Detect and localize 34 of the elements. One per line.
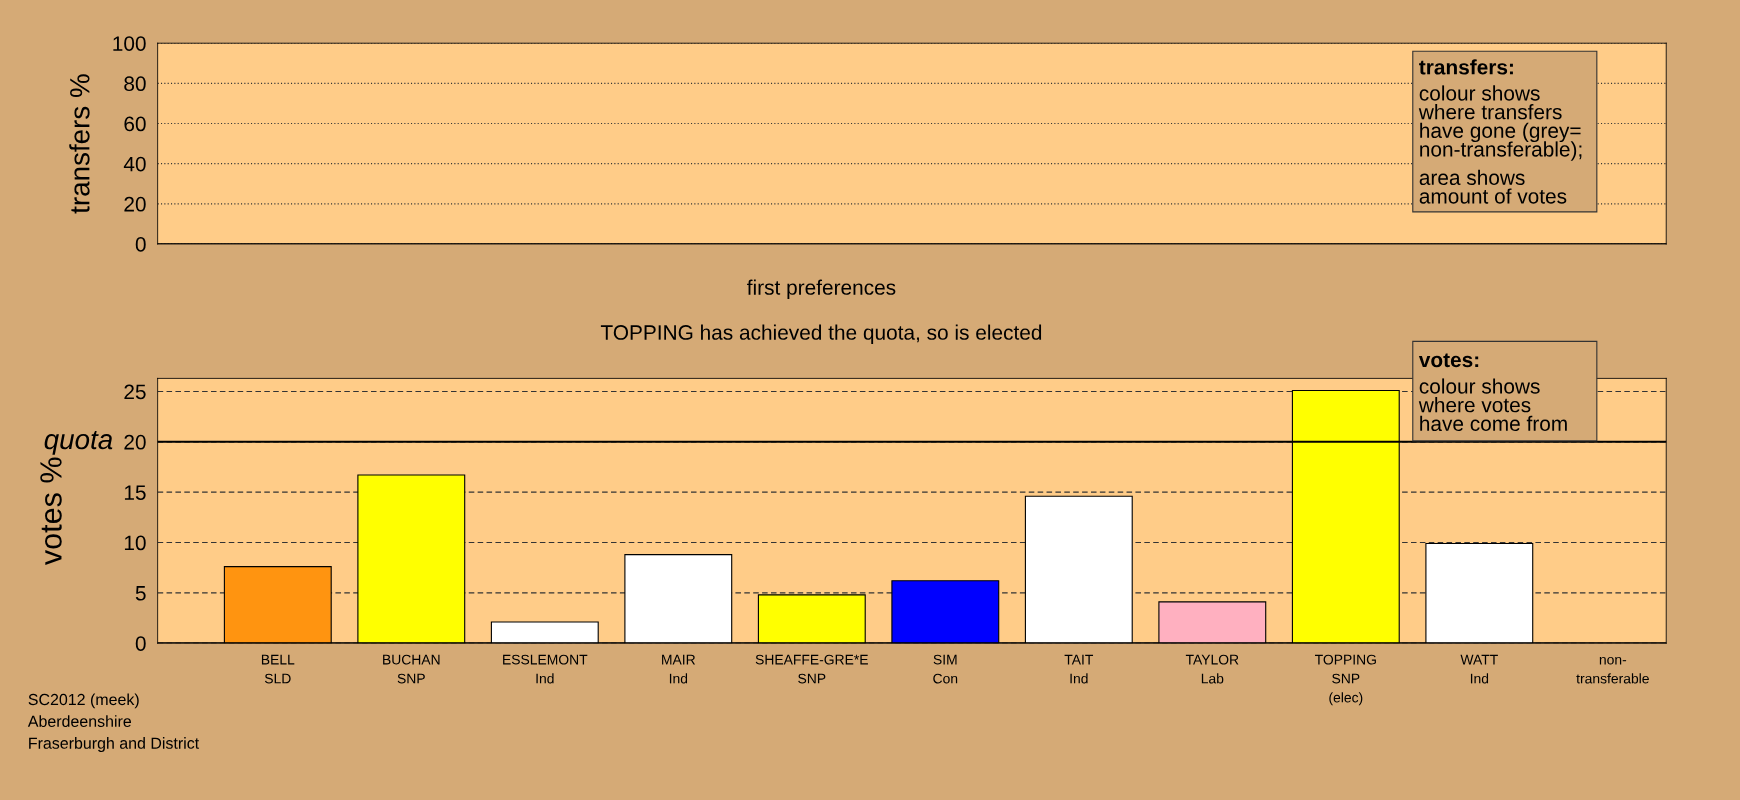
annotation: area shows amount of votes bbox=[1419, 169, 1567, 204]
x-tick-label: SIM Con bbox=[933, 654, 958, 684]
y-axis-title: transfers % bbox=[69, 74, 90, 214]
chart-title: first preferences bbox=[747, 279, 896, 299]
y-tick-label: 25 bbox=[124, 384, 146, 400]
x-tick-label: TOPPING SNP (elec) bbox=[1315, 654, 1376, 706]
x-tick-label: non- transferable bbox=[1576, 656, 1649, 684]
ref-line-label: quota bbox=[44, 431, 113, 455]
annotation: colour shows where votes have come from bbox=[1418, 378, 1567, 432]
text: votes: bbox=[1418, 353, 1479, 368]
y-tick-label: 80 bbox=[124, 76, 146, 92]
text: SC2012 (meek) Aberdeenshire Fraserburgh and District bbox=[27, 693, 200, 752]
x-tick-label: MAIR Ind bbox=[662, 654, 696, 684]
x-tick-label: SHEAFFE-GRE*E SNP bbox=[755, 654, 868, 684]
y-tick-label: 5 bbox=[135, 586, 146, 601]
y-tick-label: 10 bbox=[124, 535, 146, 551]
y-tick-label: 20 bbox=[124, 434, 146, 450]
y-tick-label: 0 bbox=[135, 237, 146, 252]
x-tick-label: TAIT Ind bbox=[1064, 654, 1094, 684]
x-tick-label: ESSLEMONT Ind bbox=[503, 654, 588, 684]
y-tick-label: 60 bbox=[124, 116, 146, 132]
x-tick-label: BELL SLD bbox=[261, 654, 295, 684]
y-tick-label: 0 bbox=[135, 636, 146, 651]
x-tick-label: TAYLOR Lab bbox=[1185, 654, 1239, 684]
x-tick-label: BUCHAN SNP bbox=[383, 654, 440, 684]
chart-subtitle: TOPPING has achieved the quota, so is elected bbox=[600, 324, 1042, 344]
y-tick-label: 40 bbox=[123, 156, 146, 172]
y-tick-label: 20 bbox=[124, 196, 146, 212]
annotation: colour shows where transfers have gone (grey= non-transferable); bbox=[1418, 85, 1582, 161]
annotation: transfers: bbox=[1419, 59, 1513, 75]
y-tick-label: 15 bbox=[124, 485, 146, 500]
y-axis-title: votes % bbox=[40, 457, 62, 566]
y-tick-label: 100 bbox=[113, 36, 146, 51]
x-tick-label: WATT Ind bbox=[1460, 654, 1498, 684]
